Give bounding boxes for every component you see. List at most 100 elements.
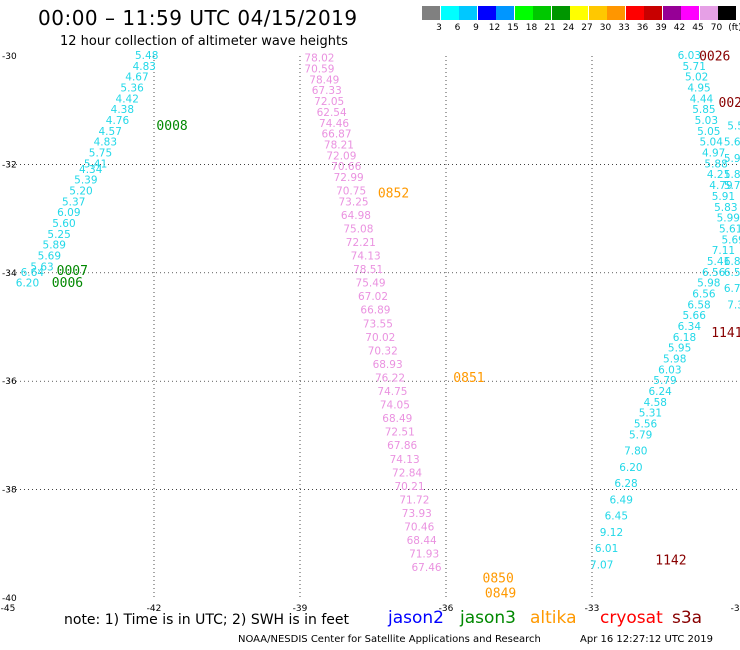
- time-label: 0851: [453, 371, 484, 386]
- footer-timestamp: Apr 16 12:27:12 UTC 2019: [580, 634, 713, 645]
- swh-value: 5.85: [692, 104, 715, 116]
- swh-value: 6.85: [724, 256, 740, 268]
- time-label: 0850: [483, 572, 514, 587]
- swh-value: 5.02: [685, 72, 708, 84]
- swh-value: 6.45: [605, 511, 628, 523]
- scale-label: 24: [562, 23, 575, 33]
- swh-value: 70.46: [404, 522, 434, 534]
- swh-value: 6.58: [687, 299, 710, 311]
- swh-value: 72.21: [346, 237, 376, 249]
- footer-note: note: 1) Time is in UTC; 2) SWH is in fe…: [64, 612, 350, 628]
- swh-value: 70.32: [368, 345, 398, 357]
- swh-value: 5.05: [697, 126, 720, 138]
- scale-label: 9: [473, 23, 479, 33]
- swh-value: 5.75: [89, 148, 112, 160]
- swh-value: 5.20: [69, 186, 92, 198]
- satellite-legend-jason3: jason3: [460, 608, 516, 628]
- swh-value: 5.37: [62, 196, 85, 208]
- swh-value: 74.13: [351, 251, 381, 263]
- swh-value: 5.66: [683, 310, 707, 322]
- swh-value: 4.42: [116, 93, 139, 105]
- swh-value: 64.98: [341, 210, 371, 222]
- swh-value: 6.03: [658, 364, 681, 376]
- time-label: 0849: [485, 587, 516, 602]
- swh-value: 73.93: [402, 508, 432, 520]
- scale-swatch: [718, 6, 736, 20]
- swh-value: 6.34: [678, 321, 702, 333]
- swh-value: 6.24: [648, 386, 672, 398]
- swh-value: 6.50: [724, 267, 740, 279]
- x-tick-label: -36: [439, 604, 454, 614]
- swh-value: 73.55: [363, 318, 393, 330]
- swh-value: 5.62: [724, 137, 740, 149]
- swh-value: 6.20: [16, 278, 39, 290]
- swh-value: 5.93: [724, 153, 740, 165]
- swh-value: 4.44: [690, 93, 714, 105]
- swh-value: 78.02: [304, 53, 334, 65]
- swh-value: 4.21: [707, 169, 730, 181]
- swh-value: 5.89: [43, 240, 66, 252]
- swh-value: 5.5: [727, 120, 740, 132]
- swh-value: 6.09: [57, 207, 80, 219]
- swh-value: 78.21: [324, 139, 354, 151]
- scale-swatch: [440, 6, 459, 20]
- scale-label: 18: [525, 23, 538, 33]
- scale-swatch: [533, 6, 551, 20]
- swh-value: 4.83: [133, 61, 156, 73]
- time-label: 0008: [156, 119, 187, 134]
- scale-swatch: [570, 6, 588, 20]
- swh-value: 4.76: [106, 115, 130, 127]
- swh-value: 75.49: [356, 278, 386, 290]
- x-tick-label: -42: [147, 604, 162, 614]
- satellite-legend-jason2: jason2: [388, 608, 444, 628]
- swh-value: 74.13: [390, 454, 420, 466]
- scale-label: 30: [599, 23, 612, 33]
- swh-value: 74.05: [380, 400, 410, 412]
- swh-value: 68.49: [382, 413, 412, 425]
- swh-value: 5.91: [712, 191, 735, 203]
- swh-value: 70.66: [331, 161, 361, 173]
- swh-value: 74.46: [319, 118, 349, 130]
- scale-label: 6: [454, 23, 461, 33]
- swh-value: 5.41: [84, 158, 107, 170]
- swh-value: 5.88: [704, 158, 727, 170]
- swh-value: 66.89: [360, 305, 390, 317]
- swh-value: 68.44: [407, 535, 437, 547]
- scale-swatch: [422, 6, 440, 20]
- scale-swatch: [681, 6, 699, 20]
- swh-value: 7.80: [624, 446, 647, 458]
- swh-value: 4.57: [99, 126, 122, 138]
- satellite-legend-s3a: s3a: [672, 608, 703, 628]
- swh-value: 5.61: [719, 223, 740, 235]
- swh-value: 4.58: [644, 397, 667, 409]
- swh-value: 4.67: [125, 72, 148, 84]
- swh-value: 5.99: [717, 213, 740, 225]
- swh-value: 6.28: [614, 478, 637, 490]
- scale-label: 27: [581, 23, 593, 33]
- y-tick-label: -38: [2, 486, 17, 496]
- swh-value: 73.25: [339, 196, 369, 208]
- y-tick-label: -40: [2, 594, 17, 604]
- swh-value: 5.04: [700, 137, 724, 149]
- scale-swatch: [625, 6, 644, 20]
- swh-value: 5.03: [695, 115, 718, 127]
- scale-label: 36: [636, 23, 649, 33]
- swh-value: 5.71: [683, 61, 706, 73]
- time-label: 0026: [699, 50, 730, 65]
- time-label: 0006: [52, 276, 83, 291]
- scale-swatch: [607, 6, 625, 20]
- swh-value: 70.21: [394, 481, 424, 493]
- swh-value: 71.72: [399, 494, 429, 506]
- scale-label: 70: [710, 23, 723, 33]
- swh-value: 5.73: [724, 180, 740, 192]
- time-label: 1142: [655, 554, 686, 569]
- scale-swatch: [644, 6, 662, 20]
- swh-value: 4.95: [687, 83, 710, 95]
- swh-value: 6.01: [595, 543, 618, 555]
- scale-unit: (ft): [728, 23, 740, 33]
- swh-value: 66.87: [321, 129, 351, 141]
- swh-value: 6.73: [724, 283, 740, 295]
- swh-value: 5.79: [629, 429, 652, 441]
- scale-swatch: [477, 6, 496, 20]
